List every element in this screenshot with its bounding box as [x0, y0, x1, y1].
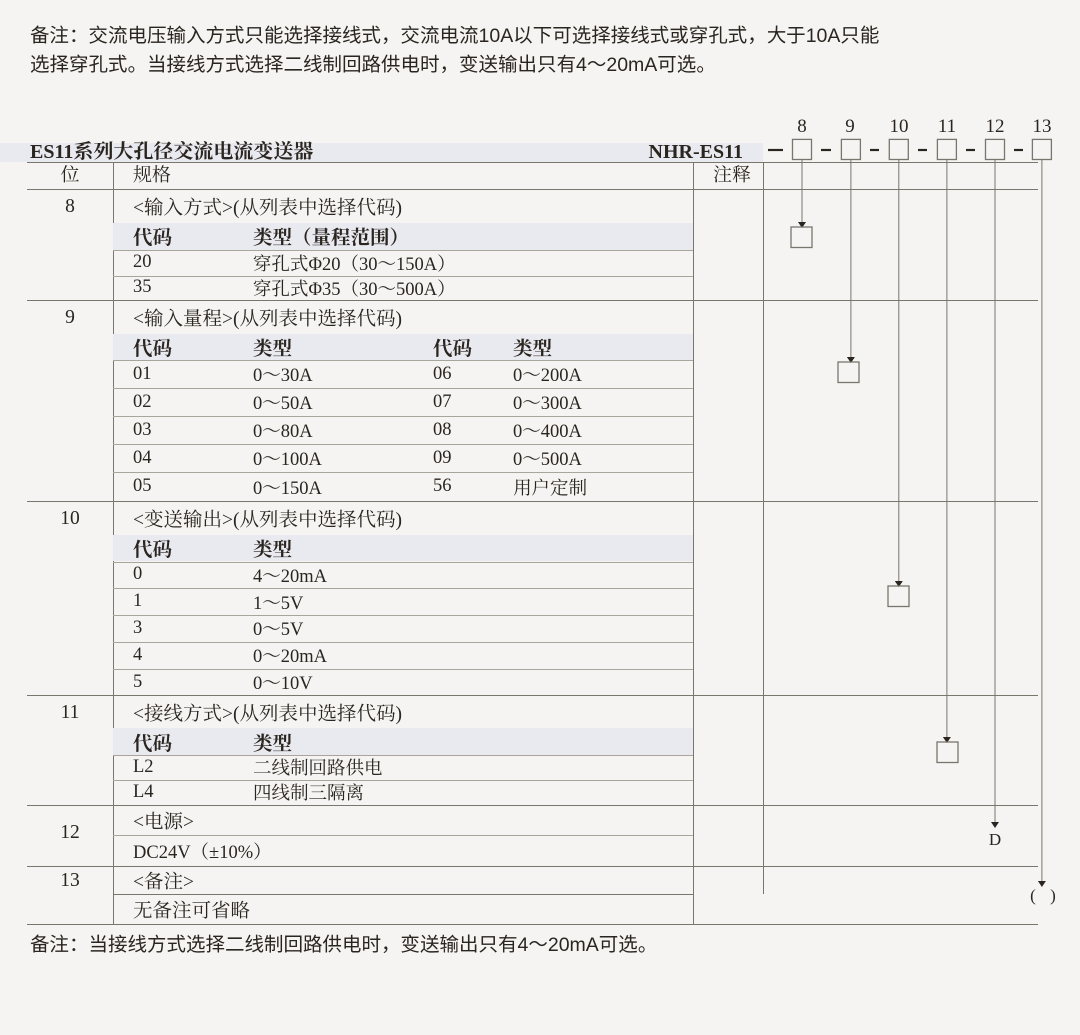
svg-text:10: 10 [890, 116, 909, 137]
svg-text:11: 11 [938, 116, 956, 137]
svg-text:13: 13 [1033, 116, 1052, 137]
svg-text:8: 8 [797, 116, 807, 137]
svg-text:9: 9 [845, 116, 855, 137]
svg-text:): ) [1050, 886, 1056, 905]
svg-text:12: 12 [986, 116, 1005, 137]
